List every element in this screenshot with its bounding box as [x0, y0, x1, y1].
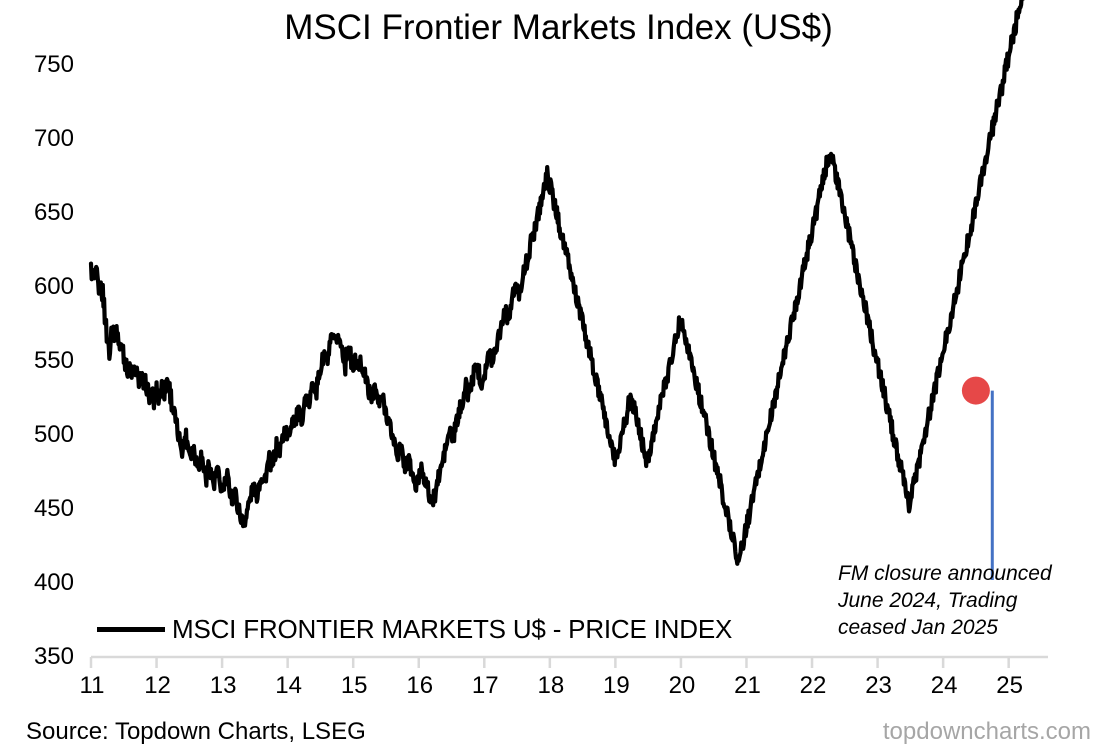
legend-swatch-price-index [97, 627, 165, 632]
x-tick-label: 15 [340, 672, 368, 699]
x-tick-label: 11 [79, 672, 105, 699]
x-tick-label: 12 [144, 672, 171, 699]
x-tick-label: 23 [865, 672, 892, 699]
annotation-line-2: June 2024, Trading [838, 589, 1018, 612]
x-tick-label: 22 [799, 672, 827, 699]
closure-marker-dot [961, 376, 990, 405]
series-line [88, 0, 1025, 566]
chart-title: MSCI Frontier Markets Index (US$) [284, 8, 833, 47]
y-tick-label: 400 [33, 569, 74, 596]
x-tick-label: 16 [406, 672, 434, 699]
x-tick-label: 14 [275, 672, 302, 699]
closure-marker [961, 376, 990, 405]
x-tick-label: 20 [668, 672, 696, 699]
annotation-line-3: ceased Jan 2025 [838, 616, 998, 639]
y-tick-label: 500 [33, 421, 74, 448]
x-tick-label: 25 [996, 672, 1024, 699]
y-tick-label: 750 [33, 51, 74, 78]
x-tick-label: 19 [603, 672, 630, 699]
y-tick-label: 550 [33, 347, 74, 374]
source-note: Source: Topdown Charts, LSEG [26, 718, 366, 745]
annotation-text: FM closure announced June 2024, Trading … [838, 560, 1113, 641]
watermark: topdowncharts.com [882, 718, 1091, 745]
y-tick-label: 350 [33, 643, 74, 670]
x-axis-line [89, 655, 1048, 668]
legend-label-price-index: MSCI FRONTIER MARKETS U$ - PRICE INDEX [172, 614, 733, 644]
x-tick-label: 17 [471, 672, 499, 699]
y-tick-label: 650 [33, 199, 74, 226]
x-tick-label: 13 [209, 672, 237, 699]
annotation-line-1: FM closure announced [838, 562, 1052, 585]
y-tick-label: 450 [33, 495, 74, 522]
y-tick-label: 700 [33, 125, 74, 152]
legend: MSCI FRONTIER MARKETS U$ - PRICE INDEX [97, 614, 732, 645]
price-index-line [88, 0, 1025, 566]
x-tick-label: 21 [734, 672, 761, 699]
y-axis: 350 400 450 500 550 600 650 700 750 [0, 0, 74, 700]
x-tick-label: 18 [537, 672, 565, 699]
x-tick-label: 24 [930, 672, 958, 699]
y-tick-label: 600 [33, 273, 74, 300]
